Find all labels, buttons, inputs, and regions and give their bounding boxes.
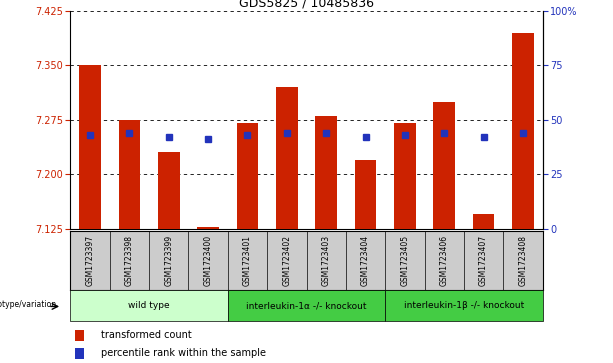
Bar [158,152,180,229]
Text: genotype/variation: genotype/variation [0,300,56,309]
Text: GSM1723398: GSM1723398 [125,235,134,286]
Bar [75,330,84,341]
Bar [276,87,298,229]
Text: GSM1723406: GSM1723406 [440,235,449,286]
Title: GDS5825 / 10485836: GDS5825 / 10485836 [239,0,374,10]
Text: transformed count: transformed count [101,330,192,340]
Text: wild type: wild type [128,301,170,310]
Text: interleukin-1α -/- knockout: interleukin-1α -/- knockout [246,301,367,310]
Text: GSM1723404: GSM1723404 [361,235,370,286]
Text: GSM1723397: GSM1723397 [86,235,94,286]
Bar [315,116,337,229]
Bar [75,348,84,359]
Text: percentile rank within the sample: percentile rank within the sample [101,348,266,358]
Bar [355,160,376,229]
Text: GSM1723400: GSM1723400 [204,235,213,286]
Bar [385,290,543,321]
Text: GSM1723408: GSM1723408 [519,235,527,286]
Text: GSM1723399: GSM1723399 [164,235,173,286]
Bar [394,123,416,229]
Text: interleukin-1β -/- knockout: interleukin-1β -/- knockout [404,301,524,310]
Text: GSM1723407: GSM1723407 [479,235,488,286]
Bar [237,123,258,229]
Bar [79,65,101,229]
Text: GSM1723401: GSM1723401 [243,235,252,286]
Bar [433,102,455,229]
Bar [512,33,534,229]
Bar [473,214,494,229]
Bar [197,227,219,229]
Text: GSM1723405: GSM1723405 [400,235,409,286]
Bar [228,290,385,321]
Text: GSM1723402: GSM1723402 [283,235,291,286]
Text: GSM1723403: GSM1723403 [322,235,330,286]
Bar [70,290,228,321]
Bar [119,120,140,229]
